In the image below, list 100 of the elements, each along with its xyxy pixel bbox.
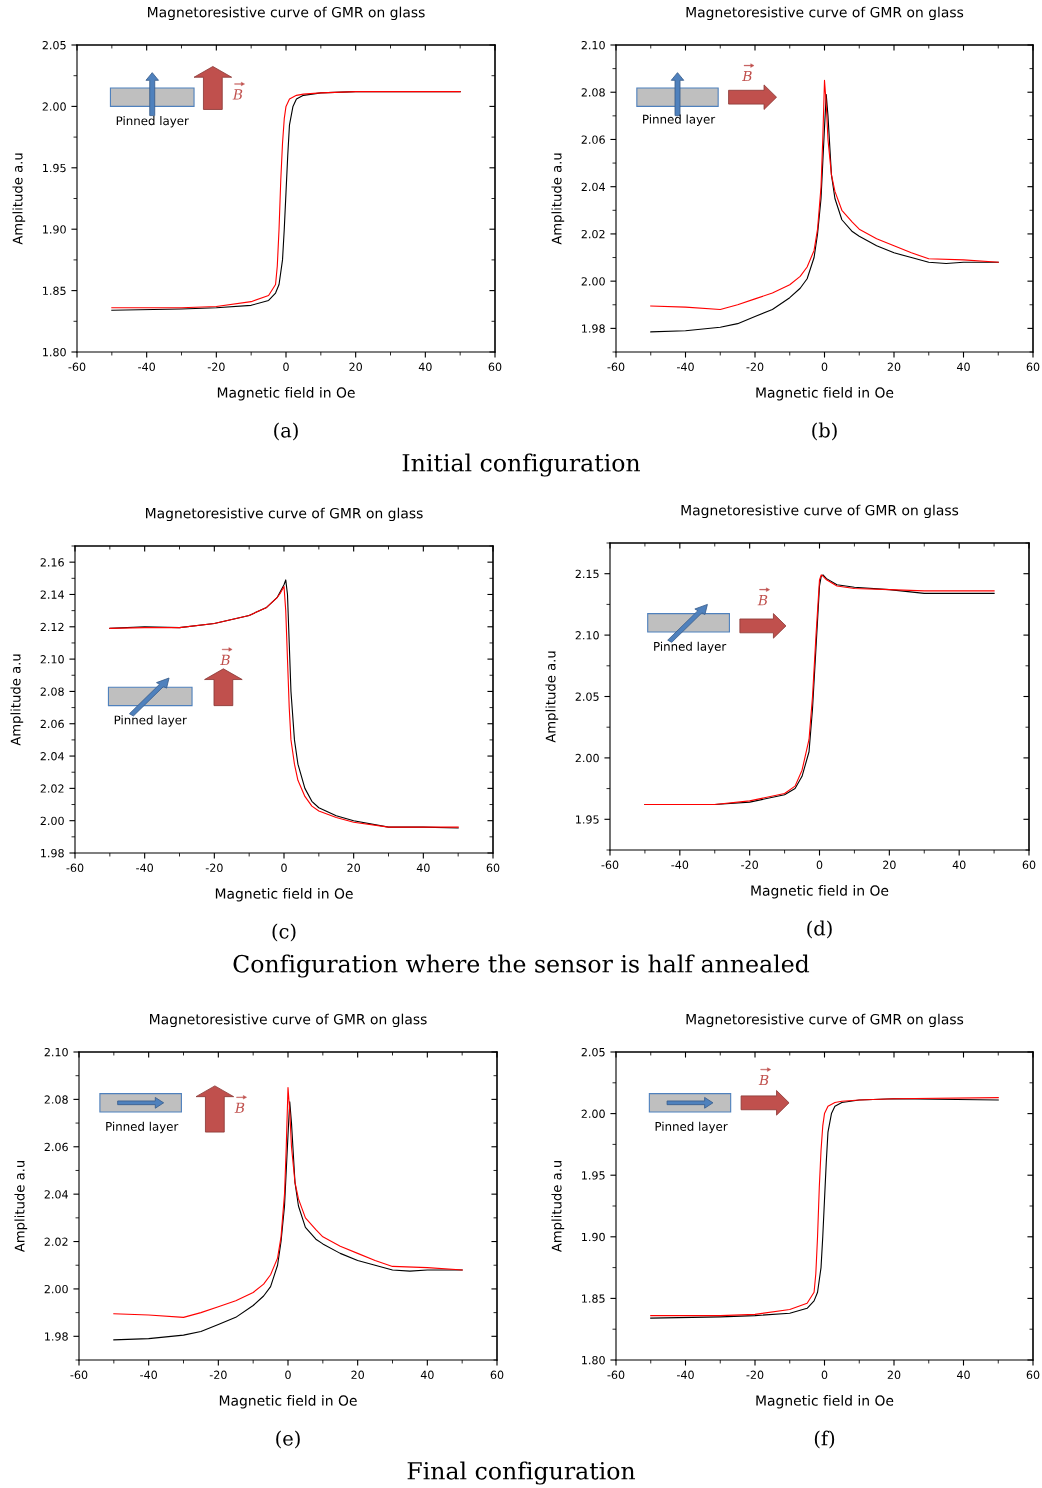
x-tick-label: 20 bbox=[887, 1370, 901, 1380]
x-tick-label: 40 bbox=[416, 863, 430, 873]
y-tick-label: 2.00 bbox=[40, 816, 64, 826]
y-tick-label: 2.02 bbox=[40, 784, 64, 793]
text: (d) bbox=[807, 920, 832, 939]
y-tick-label: 2.08 bbox=[40, 687, 64, 696]
y-tick-label: 1.90 bbox=[43, 225, 66, 234]
y-tick-label: 1.95 bbox=[576, 815, 599, 824]
x-tick-label: 0 bbox=[821, 362, 828, 372]
text: (e) bbox=[276, 1430, 300, 1449]
text: (c) bbox=[272, 923, 296, 942]
text: Initial configuration bbox=[402, 453, 641, 477]
x-axis-title: Magnetic field in Oe bbox=[751, 885, 889, 899]
x-tick-label: 60 bbox=[490, 1370, 504, 1380]
y-tick-label: 2.06 bbox=[40, 719, 64, 729]
x-tick-label: -20 bbox=[746, 1370, 764, 1380]
y-tick-label: 2.16 bbox=[40, 558, 64, 567]
x-tick-label: -60 bbox=[607, 362, 625, 372]
annotation: B bbox=[758, 1074, 769, 1086]
y-tick-label: 2.05 bbox=[581, 1047, 605, 1057]
y-tick-label: 1.90 bbox=[582, 1232, 605, 1242]
x-axis-title: Magnetic field in Oe bbox=[219, 1395, 357, 1409]
y-tick-label: 2.05 bbox=[42, 40, 66, 50]
x-tick-label: -20 bbox=[207, 362, 225, 372]
x-tick-label: -40 bbox=[138, 362, 155, 372]
y-tick-label: 2.04 bbox=[40, 752, 64, 761]
y-tick-label: 2.10 bbox=[40, 655, 64, 664]
annotation: B bbox=[232, 89, 243, 100]
y-tick-label: 2.04 bbox=[581, 182, 605, 192]
x-tick-label: 20 bbox=[349, 362, 362, 372]
y-tick-label: 1.80 bbox=[582, 1355, 605, 1365]
x-tick-label: 60 bbox=[1026, 1370, 1040, 1380]
x-tick-label: 0 bbox=[816, 860, 823, 870]
y-tick-label: 2.05 bbox=[575, 692, 599, 701]
x-tick-label: -20 bbox=[741, 860, 758, 870]
x-tick-label: 60 bbox=[1026, 362, 1040, 372]
y-tick-label: 2.02 bbox=[581, 229, 605, 239]
y-tick-label: 2.12 bbox=[40, 622, 64, 632]
text: Configuration where the sensor is half annealed bbox=[233, 954, 810, 978]
x-axis-title: Magnetic field in Oe bbox=[756, 1395, 894, 1409]
chart-title: Magnetoresistive curve of GMR on glass bbox=[686, 1013, 964, 1028]
x-tick-label: 0 bbox=[285, 1370, 291, 1380]
y-tick-label: 1.98 bbox=[41, 848, 64, 858]
text: (b) bbox=[812, 422, 837, 441]
x-tick-label: -20 bbox=[746, 362, 764, 372]
y-tick-label: 2.02 bbox=[44, 1237, 68, 1246]
y-tick-label: 2.15 bbox=[575, 569, 599, 579]
y-tick-label: 2.06 bbox=[581, 135, 605, 144]
x-tick-label: 20 bbox=[351, 1370, 364, 1380]
y-tick-label: 1.95 bbox=[582, 1171, 605, 1180]
annotation: B bbox=[220, 654, 230, 665]
annotation: B bbox=[234, 1102, 245, 1113]
y-tick-label: 1.98 bbox=[582, 324, 605, 333]
line-series bbox=[644, 574, 995, 806]
x-tick-label: 40 bbox=[952, 860, 966, 870]
y-tick-label: 1.85 bbox=[582, 1294, 605, 1303]
x-tick-label: 0 bbox=[821, 1370, 828, 1380]
x-tick-label: -40 bbox=[676, 362, 694, 372]
text: Final configuration bbox=[407, 1461, 636, 1485]
x-tick-label: 40 bbox=[420, 1370, 434, 1380]
chart-title: Magnetoresistive curve of GMR on glass bbox=[148, 6, 425, 21]
x-axis-title: Magnetic field in Oe bbox=[756, 387, 894, 401]
y-tick-label: 2.00 bbox=[581, 1109, 605, 1118]
y-tick-label: 2.06 bbox=[44, 1142, 68, 1152]
y-tick-label: 2.10 bbox=[44, 1047, 68, 1057]
x-tick-label: -60 bbox=[601, 860, 619, 870]
x-tick-label: -60 bbox=[607, 1370, 625, 1380]
x-tick-label: 60 bbox=[486, 863, 500, 873]
annotation: Pinned layer bbox=[654, 641, 727, 654]
x-tick-label: -40 bbox=[140, 1370, 157, 1380]
x-tick-label: -60 bbox=[68, 362, 86, 372]
y-tick-label: 2.10 bbox=[575, 631, 599, 640]
x-tick-label: -20 bbox=[205, 863, 223, 873]
x-axis-title: Magnetic field in Oe bbox=[217, 387, 355, 401]
x-tick-label: 0 bbox=[281, 863, 287, 873]
y-tick-label: 2.00 bbox=[581, 277, 605, 286]
annotation: B bbox=[742, 70, 752, 82]
annotation: Pinned layer bbox=[643, 114, 716, 126]
x-tick-label: -40 bbox=[136, 863, 153, 873]
y-tick-label: 2.14 bbox=[40, 590, 64, 599]
annotation: Pinned layer bbox=[106, 1121, 179, 1134]
y-axis-title: Amplitude a.u bbox=[545, 651, 559, 743]
y-tick-label: 1.95 bbox=[43, 163, 66, 173]
annotation: Pinned layer bbox=[114, 715, 187, 727]
x-tick-label: 40 bbox=[956, 362, 970, 372]
annotation: B bbox=[757, 595, 768, 606]
x-axis-title: Magnetic field in Oe bbox=[215, 888, 353, 902]
y-axis-title: Amplitude a.u bbox=[14, 1160, 28, 1253]
y-tick-label: 2.08 bbox=[44, 1095, 68, 1104]
y-tick-label: 2.04 bbox=[44, 1190, 68, 1199]
y-tick-label: 2.10 bbox=[581, 40, 605, 50]
x-tick-label: 40 bbox=[418, 362, 432, 372]
x-tick-label: -60 bbox=[66, 863, 84, 873]
x-tick-label: 0 bbox=[283, 362, 289, 372]
y-tick-label: 2.00 bbox=[575, 753, 599, 763]
chart-title: Magnetoresistive curve of GMR on glass bbox=[681, 504, 959, 519]
x-tick-label: 40 bbox=[956, 1370, 970, 1380]
x-tick-label: 20 bbox=[347, 863, 360, 873]
y-axis-title: Amplitude a.u bbox=[551, 1160, 565, 1253]
chart-title: Magnetoresistive curve of GMR on glass bbox=[150, 1013, 427, 1028]
